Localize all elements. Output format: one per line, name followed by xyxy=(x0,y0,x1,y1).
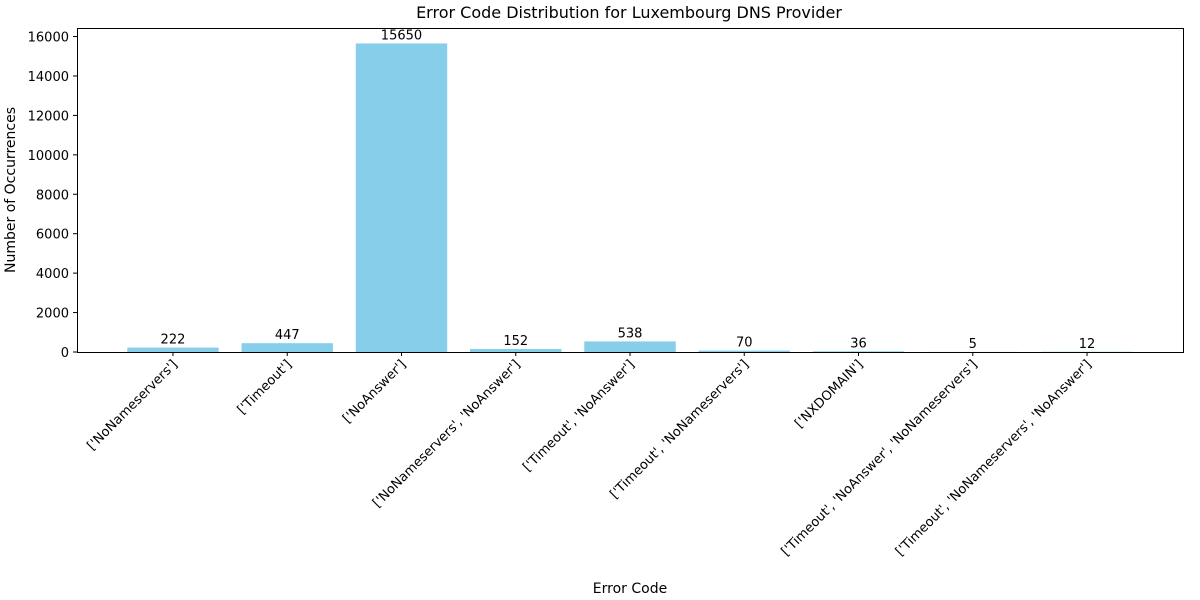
bar-data-label: 15650 xyxy=(381,28,422,43)
bar xyxy=(127,347,219,352)
bars-group xyxy=(127,43,1133,353)
bar xyxy=(698,350,790,352)
x-tick-label: ['Timeout', 'NoNameservers', 'NoAnswer'] xyxy=(893,357,1095,559)
y-axis-label: Number of Occurrences xyxy=(3,107,19,273)
bar-data-label: 12 xyxy=(1079,337,1096,352)
bar-data-label: 152 xyxy=(503,334,528,349)
data-labels-group: 222 447 15650 152 538 70 36 5 12 xyxy=(161,28,1096,351)
x-tick-label: ['Timeout', 'NoAnswer', 'NoNameservers'] xyxy=(779,357,981,559)
chart-title: Error Code Distribution for Luxembourg D… xyxy=(416,3,842,22)
bar xyxy=(812,351,905,352)
y-tick-label: 0 xyxy=(61,346,69,361)
bar-data-label: 222 xyxy=(161,333,186,348)
x-tick-label: ['NXDOMAIN'] xyxy=(792,357,866,431)
x-axis-label: Error Code xyxy=(593,581,667,597)
y-tick-label: 16000 xyxy=(28,31,69,46)
x-tick-label: ['NoAnswer'] xyxy=(340,357,409,426)
y-tick-label: 2000 xyxy=(36,307,69,322)
bar xyxy=(470,349,562,352)
y-tick-label: 4000 xyxy=(36,267,69,282)
plot-frame xyxy=(77,28,1184,353)
x-tick-label: ['Timeout'] xyxy=(235,357,295,417)
bar-data-label: 5 xyxy=(969,337,977,352)
y-tick-label: 14000 xyxy=(28,70,69,85)
bar-data-label: 70 xyxy=(736,336,753,351)
y-tick-label: 8000 xyxy=(36,188,69,203)
bar xyxy=(355,43,448,353)
x-tick-label: ['Timeout', 'NoNameservers'] xyxy=(607,357,752,502)
y-tick-label: 12000 xyxy=(28,109,69,124)
y-axis: 0 2000 4000 6000 8000 10000 12000 14000 16000 xyxy=(28,31,77,361)
bar-data-label: 36 xyxy=(850,336,867,351)
bar-data-label: 447 xyxy=(275,328,300,343)
y-tick-label: 6000 xyxy=(36,228,69,243)
x-axis: ['NoNameservers'] ['Timeout'] ['NoAnswer']… xyxy=(84,352,1095,559)
x-tick-label: ['Timeout', 'NoAnswer'] xyxy=(520,357,638,475)
bar xyxy=(241,343,333,352)
x-tick-label: ['NoNameservers'] xyxy=(84,357,180,453)
y-tick-label: 10000 xyxy=(28,149,69,164)
bar-data-label: 538 xyxy=(618,326,643,341)
bar xyxy=(584,341,676,352)
